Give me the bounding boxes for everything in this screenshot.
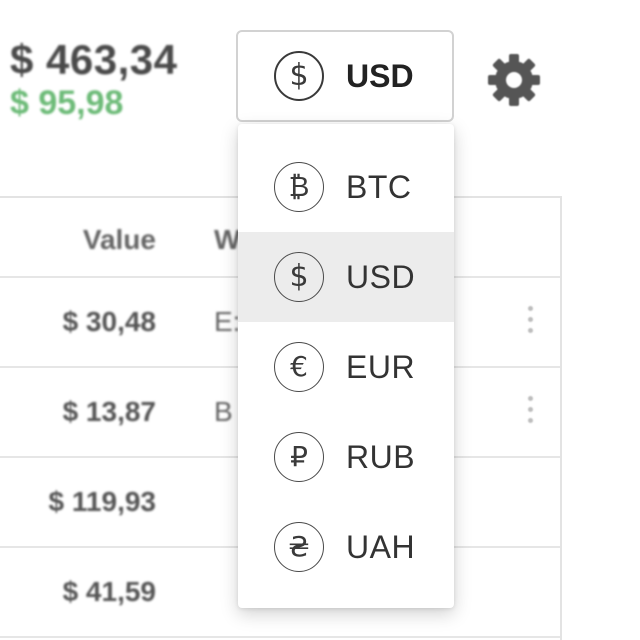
currency-option-btc[interactable]: ₿ BTC [238,142,454,232]
row-value: $ 119,93 [48,486,156,517]
currency-option-label: BTC [346,168,412,205]
row-wallet: E: [214,306,241,337]
dollar-icon: $ [274,51,324,101]
bitcoin-symbol: ₿ [288,170,310,203]
selected-currency-label: USD [346,57,414,94]
row-wallet: B [214,396,233,427]
currency-option-eur[interactable]: € EUR [238,322,454,412]
currency-option-uah[interactable]: ₴ UAH [238,502,454,592]
ruble-icon: ₽ [274,432,324,482]
currency-option-label: UAH [346,528,416,565]
bitcoin-icon: ₿ [274,162,324,212]
euro-symbol: € [290,350,308,383]
column-header-wallet[interactable]: W [214,224,241,255]
currency-option-label: RUB [346,438,416,475]
currency-dropdown: ₿ BTC $ USD € EUR ₽ RUB ₴ UAH [238,124,454,608]
row-value: $ 30,48 [62,306,156,337]
gear-icon[interactable] [484,50,544,110]
table-row[interactable]: $ 30,48 E: [0,278,560,368]
row-value: $ 13,87 [62,396,156,427]
table-row[interactable]: $ 41,59 [0,548,560,638]
dollar-symbol: $ [289,58,309,93]
ruble-symbol: ₽ [290,440,308,473]
holdings-table: Value W $ 30,48 E: $ 13,87 B $ 119,93 $ … [0,196,562,640]
currency-select-button[interactable]: $ USD [236,30,454,122]
hryvnia-symbol: ₴ [288,530,310,563]
portfolio-totals: $ 463,34 $ 95,98 [10,34,178,122]
row-more-icon[interactable] [524,396,536,432]
total-change: $ 95,98 [10,84,124,122]
euro-icon: € [274,342,324,392]
dollar-symbol: $ [289,259,309,294]
hryvnia-icon: ₴ [274,522,324,572]
dollar-icon: $ [274,252,324,302]
currency-option-usd[interactable]: $ USD [238,232,454,322]
currency-option-rub[interactable]: ₽ RUB [238,412,454,502]
row-more-icon[interactable] [524,306,536,342]
column-header-value[interactable]: Value [82,224,156,255]
currency-option-label: USD [346,258,416,295]
row-value: $ 41,59 [62,576,156,607]
currency-option-label: EUR [346,348,416,385]
total-balance: $ 463,34 [10,36,178,83]
